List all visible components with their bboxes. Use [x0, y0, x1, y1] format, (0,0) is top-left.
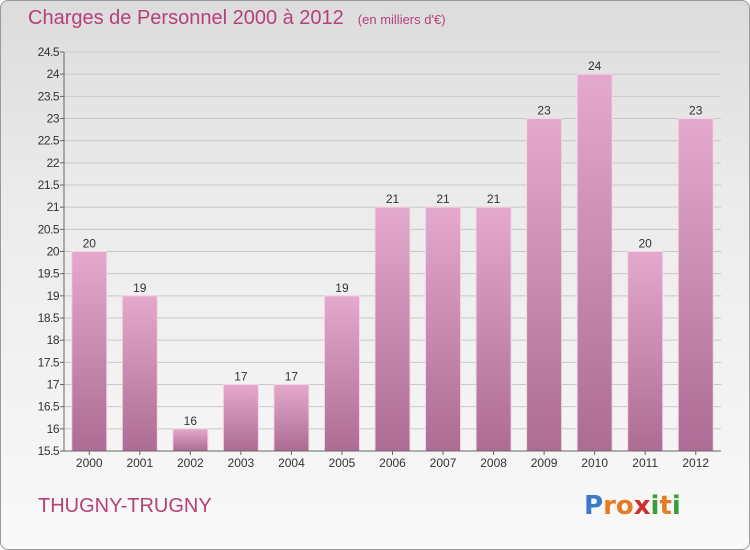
labels: 15.5 16 16.5 17 17.5 18 18.5 19 19.5 20 20.5 21 21.5… [38, 45, 710, 470]
bars [71, 73, 714, 452]
data-label: 20 [83, 237, 97, 251]
y-tick-label: 24.5 [38, 45, 60, 59]
proxiti-logo: Proxiti [584, 491, 681, 521]
logo-letter: o [615, 491, 634, 521]
y-tick-label: 18 [47, 333, 60, 347]
bar-2011 [627, 251, 664, 452]
commune-name: THUGNY-TRUGNY [38, 495, 212, 517]
x-tick-label: 2008 [480, 456, 507, 470]
y-tick-label: 19.5 [38, 267, 60, 281]
data-label: 17 [285, 370, 299, 384]
chart-subtitle: (en milliers d'€) [357, 12, 446, 27]
logo-letter: t [659, 491, 672, 521]
bar-2008 [475, 206, 512, 452]
data-label: 23 [537, 104, 551, 118]
x-tick-label: 2009 [531, 456, 558, 470]
y-tick-label: 16 [47, 422, 60, 436]
bar-2000 [71, 251, 108, 452]
bar-2003 [222, 384, 259, 452]
x-tick-label: 2000 [76, 456, 103, 470]
logo-letter: i [650, 491, 660, 521]
x-tick-label: 2001 [126, 456, 153, 470]
data-label: 21 [386, 192, 400, 206]
bar-2006 [374, 206, 411, 452]
y-tick-label: 19 [47, 289, 60, 303]
chart-title: Charges de Personnel 2000 à 2012 (en mill… [28, 7, 446, 30]
data-label: 16 [184, 414, 198, 428]
x-tick-label: 2004 [278, 456, 305, 470]
y-tick-label: 15.5 [38, 444, 60, 458]
y-tick-label: 17.5 [38, 355, 60, 369]
y-tick-label: 23.5 [38, 89, 60, 103]
y-tick-label: 20 [47, 245, 60, 259]
x-tick-label: 2012 [682, 456, 709, 470]
bar-2010 [576, 73, 613, 452]
chart-title-text: Charges de Personnel 2000 à 2012 [28, 7, 344, 29]
x-tick-label: 2006 [379, 456, 406, 470]
y-tick-label: 18.5 [38, 311, 60, 325]
data-label: 23 [689, 104, 703, 118]
x-tick-label: 2007 [430, 456, 457, 470]
bar-2005 [323, 295, 360, 452]
x-tick-label: 2005 [329, 456, 356, 470]
bar-2004 [273, 384, 310, 452]
data-label: 21 [436, 192, 450, 206]
bar-2001 [121, 295, 158, 452]
data-label: 17 [234, 370, 248, 384]
logo-letter: r [603, 491, 616, 521]
x-tick-label: 2003 [228, 456, 255, 470]
y-tick-label: 21.5 [38, 178, 60, 192]
y-tick-label: 16.5 [38, 400, 60, 414]
y-tick-label: 22.5 [38, 134, 60, 148]
logo-letter: x [633, 491, 651, 521]
axes [60, 51, 721, 455]
y-tick-label: 23 [47, 112, 60, 126]
x-tick-label: 2002 [177, 456, 204, 470]
y-tick-label: 21 [47, 200, 60, 214]
data-label: 24 [588, 59, 602, 73]
data-label: 20 [639, 237, 653, 251]
logo-letter: i [671, 491, 681, 521]
data-label: 19 [133, 281, 147, 295]
x-tick-label: 2011 [632, 456, 658, 470]
y-tick-label: 20.5 [38, 222, 60, 236]
bar-2009 [526, 118, 563, 452]
data-label: 21 [487, 192, 501, 206]
bar-2012 [677, 118, 714, 452]
logo-letter: P [584, 491, 604, 521]
y-tick-label: 22 [47, 156, 60, 170]
bar-2002 [172, 428, 209, 452]
bar-2007 [425, 206, 462, 452]
data-label: 19 [335, 281, 349, 295]
x-tick-label: 2010 [581, 456, 608, 470]
y-tick-label: 24 [47, 67, 60, 81]
y-tick-label: 17 [47, 378, 60, 392]
